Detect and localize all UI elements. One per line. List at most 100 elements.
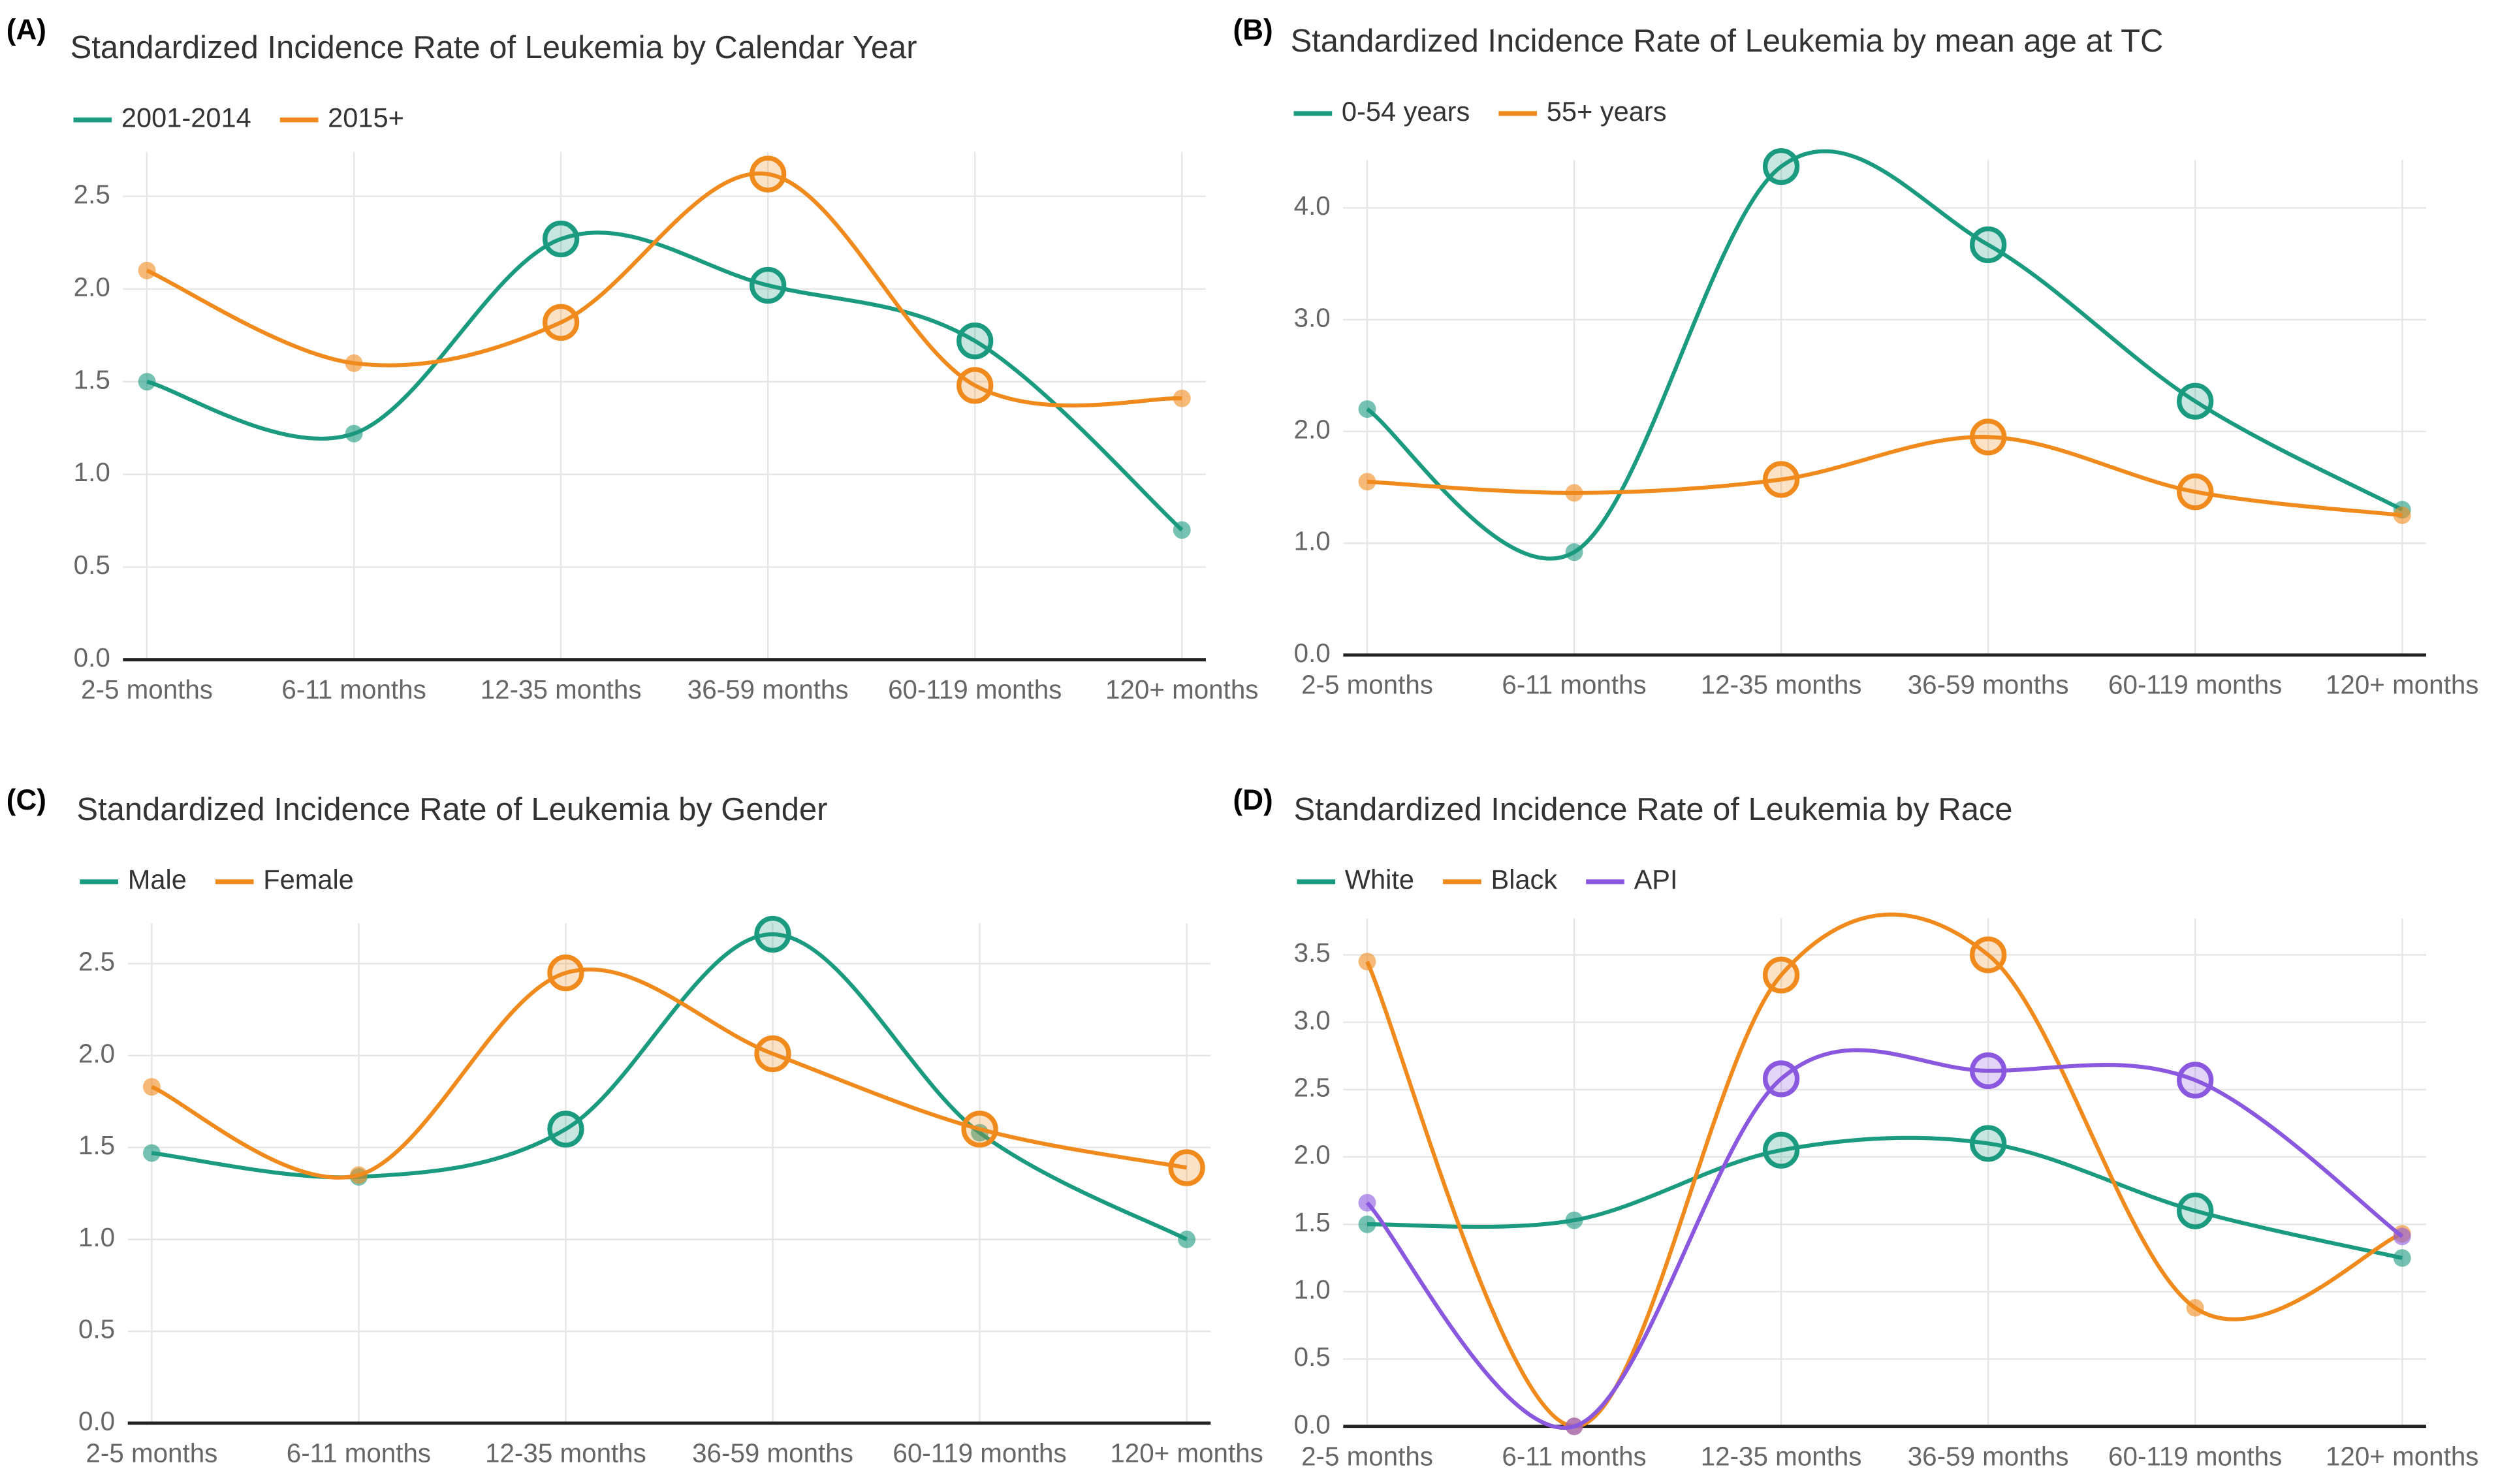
- highlight-marker: [1970, 1125, 2007, 1162]
- y-tick-label: 2.0: [78, 1038, 115, 1068]
- highlight-marker: [957, 367, 994, 404]
- highlight-marker: [754, 1035, 791, 1073]
- point-marker: [1178, 1230, 1196, 1248]
- highlight-marker: [1970, 418, 2007, 456]
- legend-label: 2001-2014: [121, 103, 251, 133]
- legend-label: 55+ years: [1547, 96, 1667, 127]
- highlight-marker: [1762, 148, 1800, 185]
- highlight-marker: [1168, 1149, 1205, 1186]
- y-tick-label: 4.0: [1294, 191, 1331, 221]
- x-tick-label: 120+ months: [2326, 670, 2478, 700]
- highlight-marker: [1970, 226, 2007, 264]
- point-marker: [1173, 389, 1191, 407]
- legend-label: White: [1345, 864, 1414, 895]
- chart-panel: (A) Standardized Incidence Rate of Leukem…: [7, 14, 1259, 704]
- y-tick-label: 2.5: [74, 179, 110, 209]
- highlight-marker: [957, 323, 994, 360]
- x-tick-label: 12-35 months: [485, 1438, 646, 1468]
- x-tick-label: 12-35 months: [481, 674, 642, 704]
- highlight-marker: [1762, 956, 1800, 994]
- panel-label: (A): [7, 14, 46, 46]
- series-line: [1366, 149, 2403, 561]
- point-marker: [1565, 1211, 1583, 1229]
- y-tick-label: 0.5: [78, 1314, 115, 1344]
- panel-label: (C): [7, 784, 46, 816]
- highlight-marker: [1762, 461, 1800, 498]
- series-line: [1365, 912, 2403, 1429]
- x-tick-label: 6-11 months: [287, 1438, 431, 1468]
- x-tick-label: 120+ months: [1105, 674, 1258, 704]
- point-marker: [349, 1166, 368, 1184]
- series-line: [1367, 1135, 2403, 1260]
- highlight-marker: [2177, 1192, 2214, 1229]
- x-tick-label: 2-5 months: [1301, 1441, 1433, 1471]
- x-tick-label: 6-11 months: [281, 674, 426, 704]
- y-tick-label: 0.0: [78, 1406, 115, 1436]
- y-tick-label: 1.5: [74, 364, 110, 394]
- y-tick-label: 0.0: [1294, 1409, 1331, 1439]
- point-marker: [1358, 1215, 1376, 1233]
- highlight-marker: [543, 304, 580, 341]
- y-tick-label: 0.5: [74, 550, 110, 580]
- y-tick-label: 3.0: [1294, 1005, 1331, 1035]
- chart-panel: (B) Standardized Incidence Rate of Leukem…: [1233, 14, 2479, 700]
- y-tick-label: 2.0: [74, 272, 110, 302]
- y-tick-label: 0.0: [74, 642, 110, 672]
- x-tick-label: 36-59 months: [1908, 1441, 2069, 1471]
- highlight-marker: [547, 955, 584, 992]
- chart-panel: (D) Standardized Incidence Rate of Leukem…: [1233, 784, 2479, 1471]
- y-tick-label: 2.0: [1294, 1140, 1331, 1170]
- point-marker: [1358, 953, 1376, 971]
- legend-label: API: [1634, 864, 1678, 895]
- point-marker: [142, 1144, 161, 1162]
- x-tick-label: 60-119 months: [2108, 670, 2282, 700]
- x-tick-label: 2-5 months: [81, 674, 213, 704]
- panel-label: (B): [1233, 14, 1273, 46]
- series-line: [151, 967, 1188, 1180]
- point-marker: [1565, 543, 1583, 561]
- x-tick-label: 6-11 months: [1502, 670, 1646, 700]
- highlight-marker: [543, 220, 580, 258]
- series-line: [151, 932, 1188, 1242]
- x-tick-label: 36-59 months: [692, 1438, 853, 1468]
- point-marker: [1565, 1417, 1583, 1436]
- highlight-marker: [2177, 383, 2214, 420]
- y-tick-label: 1.0: [1294, 1274, 1331, 1304]
- highlight-marker: [1762, 1131, 1800, 1169]
- highlight-marker: [1762, 1060, 1800, 1097]
- y-tick-label: 1.0: [74, 457, 110, 487]
- series-line: [1367, 435, 2403, 518]
- point-marker: [2186, 1299, 2204, 1317]
- y-tick-label: 0.5: [1294, 1342, 1331, 1372]
- chart-title: Standardized Incidence Rate of Leukemia …: [1291, 24, 2164, 59]
- highlight-marker: [961, 1111, 998, 1148]
- legend-label: Male: [128, 864, 187, 895]
- x-tick-label: 2-5 months: [1301, 670, 1433, 700]
- legend-label: 2015+: [328, 103, 404, 133]
- series-line: [1365, 1048, 2404, 1430]
- y-tick-label: 1.0: [78, 1222, 115, 1252]
- y-tick-label: 2.5: [78, 947, 115, 977]
- legend-label: Black: [1491, 864, 1557, 895]
- y-tick-label: 3.5: [1294, 938, 1331, 968]
- panel-label: (D): [1233, 784, 1273, 816]
- point-marker: [138, 373, 156, 391]
- chart-title: Standardized Incidence Rate of Leukemia …: [76, 792, 827, 827]
- legend-label: 0-54 years: [1342, 96, 1470, 127]
- x-tick-label: 36-59 months: [1908, 670, 2069, 700]
- legend-label: Female: [263, 864, 354, 895]
- point-marker: [1173, 521, 1191, 539]
- point-marker: [138, 261, 156, 279]
- point-marker: [1358, 1193, 1376, 1212]
- y-tick-label: 1.0: [1294, 526, 1331, 556]
- point-marker: [2393, 1227, 2411, 1246]
- highlight-marker: [750, 266, 787, 304]
- chart-panel: (C) Standardized Incidence Rate of Leukem…: [7, 784, 1263, 1468]
- point-marker: [2393, 506, 2411, 524]
- x-tick-label: 36-59 months: [688, 674, 849, 704]
- chart-title: Standardized Incidence Rate of Leukemia …: [1293, 792, 2012, 827]
- point-marker: [142, 1078, 161, 1096]
- highlight-marker: [1970, 936, 2007, 973]
- point-marker: [1358, 473, 1376, 491]
- highlight-marker: [2177, 1062, 2214, 1099]
